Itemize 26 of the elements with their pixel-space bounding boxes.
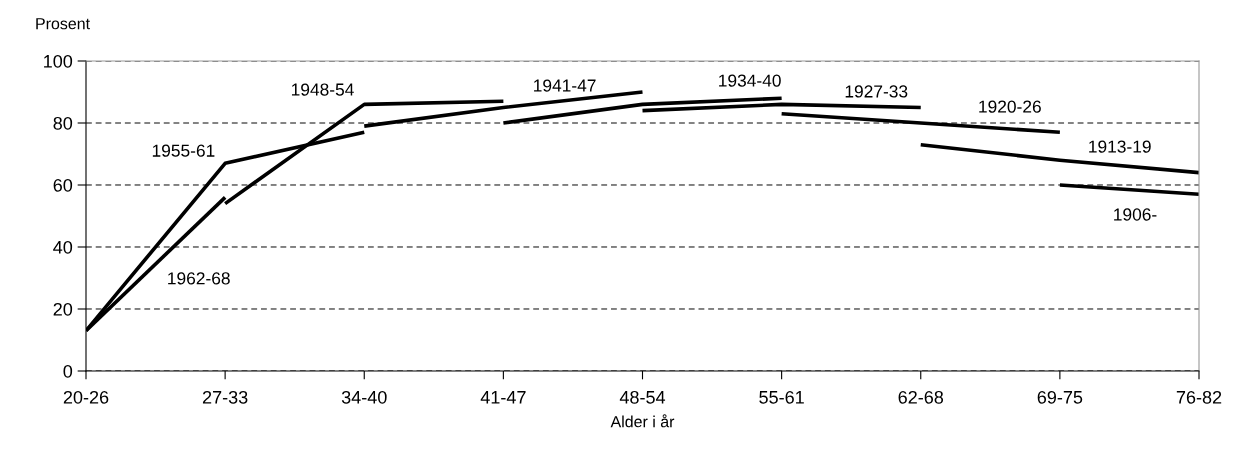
y-tick-label: 40 xyxy=(53,240,73,254)
series-label: 1920-26 xyxy=(979,100,1041,113)
x-tick-label: 62-68 xyxy=(898,390,944,404)
x-tick-label: 55-61 xyxy=(759,390,804,404)
y-tick-label: 80 xyxy=(53,116,73,130)
series-label: 1948-54 xyxy=(291,83,354,96)
y-tick-label: 60 xyxy=(53,178,73,192)
series-label: 1927-33 xyxy=(845,85,908,98)
x-axis-title: Alder i år xyxy=(610,414,675,428)
x-tick-label: 20-26 xyxy=(63,390,109,404)
series-label: 1913-19 xyxy=(1089,140,1151,153)
series-label: 1962-68 xyxy=(168,272,230,285)
x-tick-label: 76-82 xyxy=(1176,390,1222,404)
x-tick-label: 34-40 xyxy=(341,390,387,404)
x-tick-label: 41-47 xyxy=(480,391,526,404)
y-tick-label: 20 xyxy=(53,302,73,316)
y-tick-label: 0 xyxy=(63,364,73,378)
series-label: 1941-47 xyxy=(534,79,596,92)
series-label: 1955-61 xyxy=(152,144,215,157)
x-tick-label: 69-75 xyxy=(1037,390,1083,404)
series-label: 1934-40 xyxy=(719,74,781,87)
x-tick-label: 48-54 xyxy=(619,390,666,404)
y-tick-label: 100 xyxy=(44,54,73,68)
series-label: 1906- xyxy=(1114,208,1157,221)
y-axis-title: Prosent xyxy=(36,18,90,30)
x-tick-label: 27-33 xyxy=(202,390,248,404)
